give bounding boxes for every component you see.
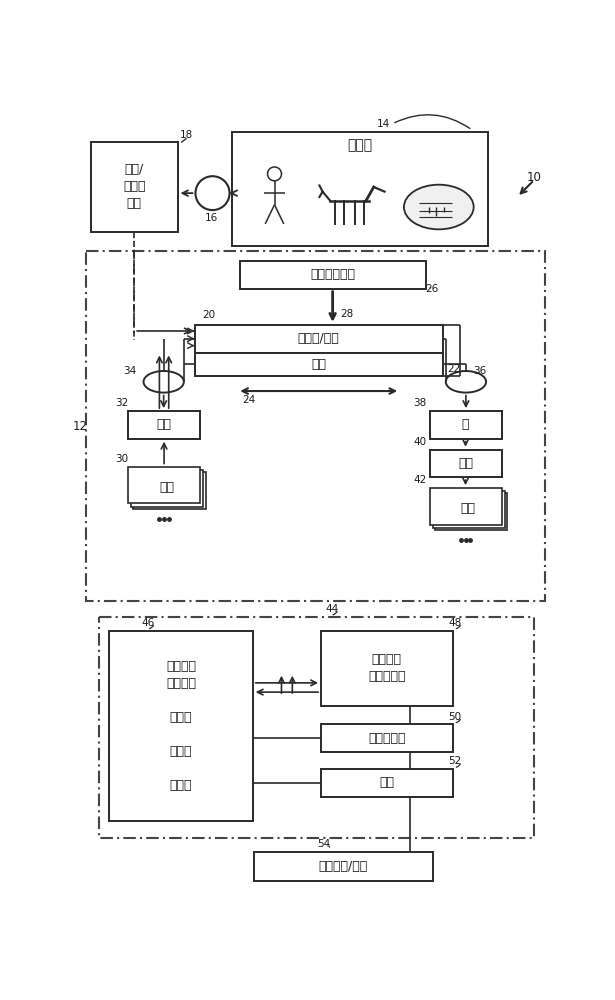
Text: 50: 50 bbox=[448, 712, 462, 722]
Text: 光学检测系统: 光学检测系统 bbox=[310, 268, 355, 281]
Text: 16: 16 bbox=[204, 213, 218, 223]
Bar bbox=[128, 411, 200, 439]
Text: 试剂: 试剂 bbox=[159, 481, 174, 494]
Text: 泵: 泵 bbox=[462, 418, 469, 431]
Text: 接口: 接口 bbox=[379, 776, 394, 789]
Bar bbox=[133, 472, 205, 509]
Text: 40: 40 bbox=[414, 437, 427, 447]
Text: 20: 20 bbox=[202, 310, 215, 320]
Text: 30: 30 bbox=[115, 454, 129, 464]
Bar bbox=[195, 325, 443, 353]
Text: 10: 10 bbox=[526, 171, 542, 184]
Text: 12: 12 bbox=[73, 420, 87, 433]
Bar bbox=[232, 132, 488, 246]
Text: 38: 38 bbox=[413, 398, 427, 408]
Text: 46: 46 bbox=[141, 618, 155, 628]
Ellipse shape bbox=[446, 371, 486, 393]
Bar bbox=[128, 466, 200, 503]
Text: 存储器电路: 存储器电路 bbox=[368, 732, 406, 745]
Text: 阀门: 阀门 bbox=[458, 457, 473, 470]
Bar bbox=[91, 142, 178, 232]
Text: 44: 44 bbox=[325, 604, 338, 614]
Bar bbox=[321, 724, 453, 752]
Text: 外部网络/系统: 外部网络/系统 bbox=[319, 860, 368, 873]
Text: 36: 36 bbox=[474, 366, 486, 376]
Text: 载台: 载台 bbox=[311, 358, 326, 371]
Text: 流动池/阵列: 流动池/阵列 bbox=[298, 332, 339, 345]
Text: 处置: 处置 bbox=[461, 502, 475, 515]
Text: 48: 48 bbox=[448, 618, 462, 628]
Text: 32: 32 bbox=[115, 398, 129, 408]
Ellipse shape bbox=[143, 371, 184, 393]
Text: 52: 52 bbox=[448, 756, 462, 766]
Circle shape bbox=[196, 176, 229, 210]
Circle shape bbox=[268, 167, 282, 181]
Bar bbox=[429, 450, 502, 477]
Bar bbox=[429, 488, 502, 525]
Bar bbox=[435, 493, 507, 530]
Text: 24: 24 bbox=[242, 395, 256, 405]
Text: 28: 28 bbox=[340, 309, 353, 319]
Bar bbox=[429, 411, 502, 439]
Text: 阀门: 阀门 bbox=[157, 418, 172, 431]
Text: 54: 54 bbox=[317, 839, 331, 849]
Text: 34: 34 bbox=[123, 366, 136, 376]
Bar bbox=[432, 491, 505, 528]
Ellipse shape bbox=[404, 185, 474, 229]
Text: 26: 26 bbox=[425, 284, 438, 294]
Text: 18: 18 bbox=[180, 130, 194, 140]
Text: 22: 22 bbox=[448, 364, 461, 374]
Bar bbox=[109, 631, 253, 821]
Text: 样品/
库准备
系统: 样品/ 库准备 系统 bbox=[123, 163, 146, 210]
Bar bbox=[240, 261, 426, 289]
Text: 14: 14 bbox=[376, 119, 390, 129]
Bar bbox=[321, 769, 453, 797]
Bar bbox=[86, 251, 545, 601]
Bar bbox=[195, 353, 443, 376]
Text: 样品源: 样品源 bbox=[347, 138, 372, 152]
Text: 控制电路
－流体学

－光学

－载台

－其他: 控制电路 －流体学 －光学 －载台 －其他 bbox=[166, 660, 196, 792]
Bar bbox=[98, 617, 534, 838]
Text: 数据获取
及分析系统: 数据获取 及分析系统 bbox=[368, 653, 406, 683]
Bar bbox=[321, 631, 453, 706]
Bar bbox=[131, 470, 203, 507]
Bar bbox=[253, 852, 434, 881]
Text: 42: 42 bbox=[413, 475, 427, 485]
